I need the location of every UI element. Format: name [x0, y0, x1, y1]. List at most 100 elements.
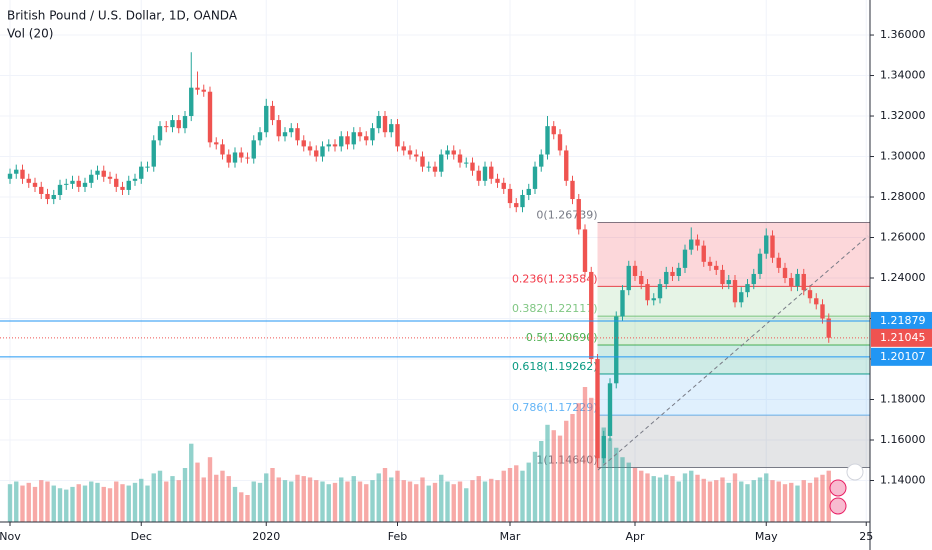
volume-bar [670, 476, 675, 522]
volume-bar [307, 477, 313, 522]
candle-body [814, 298, 819, 305]
volume-bar [639, 470, 644, 522]
candle-body [714, 265, 719, 270]
candle-body [395, 124, 400, 147]
candle-body [101, 170, 106, 177]
x-tick-label: 25 [859, 530, 873, 543]
fib-zone [597, 345, 870, 374]
volume-bar [95, 482, 100, 522]
grid [0, 0, 870, 522]
x-tick-label: May [755, 530, 778, 543]
candle-body [276, 120, 281, 137]
candle-body [382, 116, 388, 133]
candle-body [326, 144, 331, 147]
volume-bar [751, 480, 756, 522]
candle-body [39, 186, 44, 194]
volume-bar [782, 484, 788, 522]
fib-retracement: 0(1.26739) 0.236(1.23584) 0.382(1.22117) 0.… [512, 209, 870, 469]
volume-bar [232, 486, 238, 522]
volume-bar [195, 462, 200, 522]
candle-body [595, 359, 600, 459]
candle-body [632, 265, 638, 276]
volume-bar [795, 485, 800, 522]
volume-bar [726, 482, 731, 522]
y-tick-label: 1.28000 [880, 190, 926, 203]
volume-bar [770, 480, 775, 522]
fib-label: 0(1.26739) [536, 209, 597, 222]
candle-body [776, 257, 781, 268]
candle-body [182, 116, 188, 129]
x-tick-label: Nov [0, 530, 21, 543]
x-tick-label: Mar [500, 530, 521, 543]
volume-bar [332, 482, 338, 522]
candle-body [670, 271, 675, 276]
candle-body [689, 239, 694, 250]
candle-body [545, 126, 550, 155]
candle-body [557, 134, 563, 151]
volume-bar [182, 468, 188, 522]
candle-body [239, 152, 244, 158]
volume-bar [551, 430, 556, 522]
y-tick-label: 1.30000 [880, 150, 926, 163]
fib-label: 0.382(1.22117) [512, 302, 598, 315]
volume-bar [464, 488, 469, 522]
candle-body [795, 273, 800, 287]
candle-body [376, 116, 381, 129]
candle-body [357, 132, 363, 137]
volume-bar [501, 470, 506, 522]
candle-body [820, 304, 825, 319]
candle-body [282, 132, 288, 137]
candle-body [645, 284, 650, 301]
candle-body [826, 318, 831, 338]
candle-body [639, 275, 644, 285]
candle-body [682, 249, 688, 268]
volume-bar [157, 470, 163, 522]
volume-bar [745, 484, 750, 522]
candle-body [701, 245, 706, 262]
volume-bar [26, 482, 31, 522]
candle-body [57, 184, 63, 195]
candle-body [570, 180, 575, 200]
candle-body [45, 193, 50, 200]
volume-bar [420, 477, 425, 522]
volume-bar [145, 485, 150, 522]
fib-label: 0.236(1.23584) [512, 272, 598, 285]
fib-label: 0.786(1.17229) [512, 401, 598, 414]
candle-body [89, 174, 94, 183]
volume-bar [682, 473, 688, 522]
candle-body [551, 126, 556, 135]
volume-bar [170, 476, 175, 522]
volume-bar [276, 477, 281, 522]
volume-bar [270, 468, 275, 522]
candle-body [520, 194, 525, 208]
volume-bar [414, 484, 419, 522]
volume-bar [107, 488, 113, 522]
volume-bar [664, 474, 669, 522]
price-label-box [871, 347, 932, 366]
volume-bar [495, 480, 500, 522]
volume-bar [301, 476, 306, 522]
candle-body [451, 150, 456, 155]
candle-body [470, 162, 475, 171]
volume-bar [476, 476, 481, 522]
volume-bar [764, 473, 769, 522]
volume-bar [70, 486, 75, 522]
candle-body [132, 178, 138, 181]
x-tick-label: 2020 [252, 530, 280, 543]
candle-body [745, 284, 750, 293]
fib-zone [597, 222, 870, 287]
candle-body [457, 154, 463, 163]
volume-bar [457, 481, 463, 522]
volume-bar [489, 478, 494, 522]
volume-bar [445, 481, 450, 522]
price-label-box [871, 328, 932, 347]
volume-bar [401, 480, 406, 522]
volume-bar [732, 473, 738, 522]
volume-bar [520, 470, 525, 522]
candle-body [476, 170, 481, 181]
volume-bar [114, 481, 119, 522]
icon [846, 463, 864, 481]
axes: 1.140001.160001.180001.200001.220001.240… [0, 28, 932, 543]
candle-body [226, 154, 231, 163]
